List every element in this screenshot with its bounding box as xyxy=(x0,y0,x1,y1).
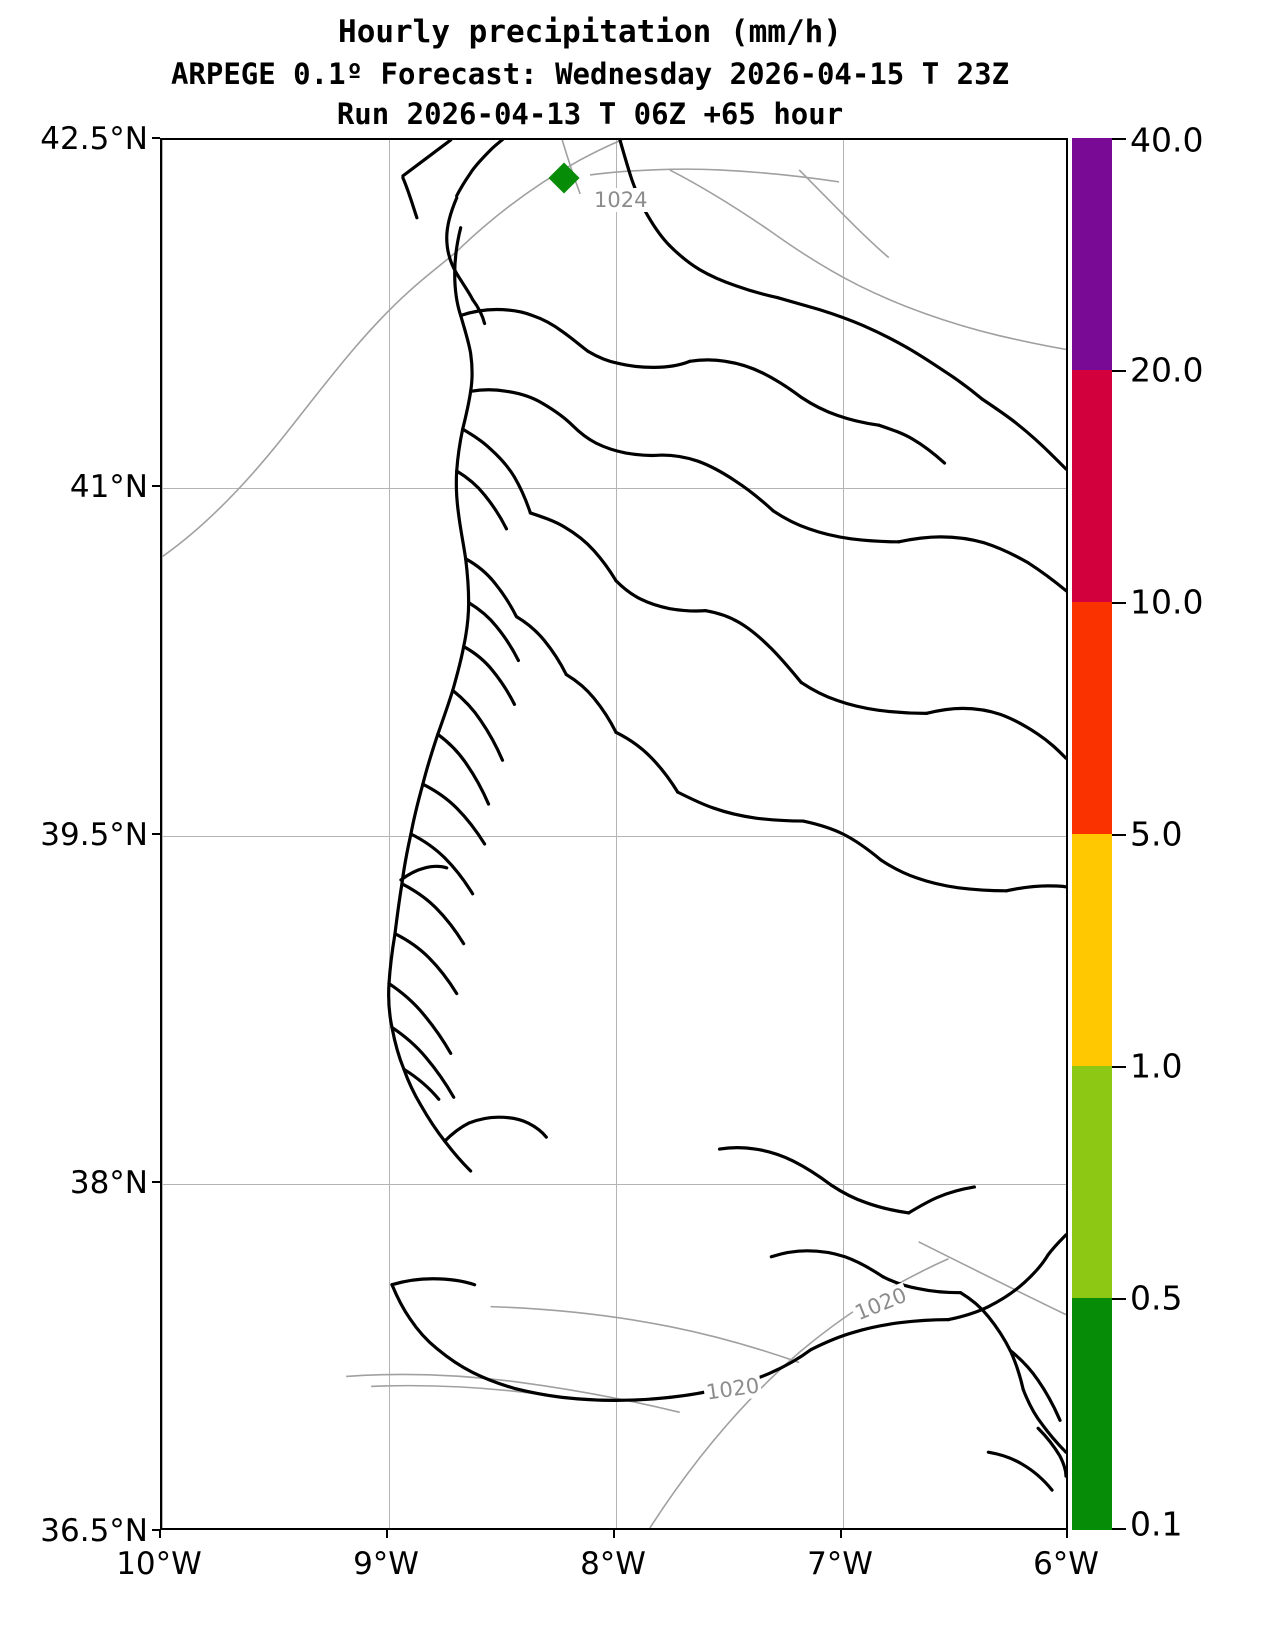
colorbar-label-1: 1.0 xyxy=(1130,1046,1183,1086)
colorbar-band-10-20 xyxy=(1072,370,1112,602)
page-title: Hourly precipitation (mm/h) xyxy=(338,14,842,50)
run-subtitle: Run 2026-04-13 T 06Z +65 hour xyxy=(336,97,844,131)
lat-tick-label-38n: 38°N xyxy=(69,1165,148,1201)
gridline-lon-9w xyxy=(389,140,391,1528)
colorbar-tick-20 xyxy=(1112,370,1126,373)
lat-tick-label-39-5n: 39.5°N xyxy=(40,817,148,853)
tick-lat-38n xyxy=(152,1181,160,1184)
lon-tick-label-6w: 6°W xyxy=(1033,1546,1099,1582)
gridline-lat-39-5n xyxy=(162,836,1066,838)
gridline-lon-10w xyxy=(162,140,164,1528)
colorbar-tick-10 xyxy=(1112,602,1126,605)
tick-lon-7w xyxy=(840,1530,843,1538)
colorbar-tick-5 xyxy=(1112,834,1126,837)
forecast-subtitle: ARPEGE 0.1º Forecast: Wednesday 2026-04-… xyxy=(170,57,1010,91)
colorbar-band-20-40 xyxy=(1072,138,1112,370)
tick-lat-41n xyxy=(152,485,160,488)
colorbar-tick-0.5 xyxy=(1112,1298,1126,1301)
tick-lat-39-5n xyxy=(152,833,160,836)
colorbar-label-0.1: 0.1 xyxy=(1130,1504,1183,1544)
gridline-lon-8w xyxy=(616,140,618,1528)
lon-tick-label-7w: 7°W xyxy=(807,1546,873,1582)
colorbar-label-0.5: 0.5 xyxy=(1130,1278,1183,1318)
gridline-lat-38n xyxy=(162,1184,1066,1186)
map-vector-layer xyxy=(162,140,1066,1528)
tick-lon-9w xyxy=(386,1530,389,1538)
colorbar-label-10: 10.0 xyxy=(1130,582,1204,622)
colorbar-tick-1 xyxy=(1112,1066,1126,1069)
chart-title-block: Hourly precipitation (mm/h) ARPEGE 0.1º … xyxy=(0,0,1180,134)
colorbar-band-5-10 xyxy=(1072,602,1112,834)
precipitation-colorbar[interactable]: 40.0 20.0 10.0 5.0 1.0 0.5 0.1 xyxy=(1072,121,1203,1544)
map-plot-area[interactable]: 1024 1020 1020 xyxy=(160,138,1068,1530)
gridline-lat-41n xyxy=(162,488,1066,490)
colorbar-tick-0.1 xyxy=(1112,1528,1126,1531)
map-clip-region: 1024 1020 1020 xyxy=(162,140,1066,1528)
tick-lon-10w xyxy=(159,1530,162,1538)
colorbar-band-1-5 xyxy=(1072,834,1112,1066)
colorbar-tick-40 xyxy=(1112,138,1126,141)
lon-tick-label-9w: 9°W xyxy=(353,1546,419,1582)
colorbar-band-0.1-0.5 xyxy=(1072,1298,1112,1530)
lat-tick-label-36-5n: 36.5°N xyxy=(40,1513,148,1549)
lon-tick-label-10w: 10°W xyxy=(116,1546,202,1582)
tick-lon-8w xyxy=(613,1530,616,1538)
lat-tick-label-41n: 41°N xyxy=(69,469,148,505)
colorbar-label-5: 5.0 xyxy=(1130,814,1183,854)
colorbar-band-0.5-1 xyxy=(1072,1066,1112,1298)
tick-lon-6w xyxy=(1066,1530,1069,1538)
isobar-label-1024: 1024 xyxy=(592,188,650,212)
tick-lat-36-5n xyxy=(152,1529,160,1532)
tick-lat-42-5n xyxy=(152,137,160,140)
coastline-and-borders xyxy=(387,140,1066,1492)
lon-tick-label-8w: 8°W xyxy=(580,1546,646,1582)
colorbar-label-40: 40.0 xyxy=(1130,120,1204,160)
colorbar-label-20: 20.0 xyxy=(1130,350,1204,390)
lat-tick-label-42-5n: 42.5°N xyxy=(40,121,148,157)
